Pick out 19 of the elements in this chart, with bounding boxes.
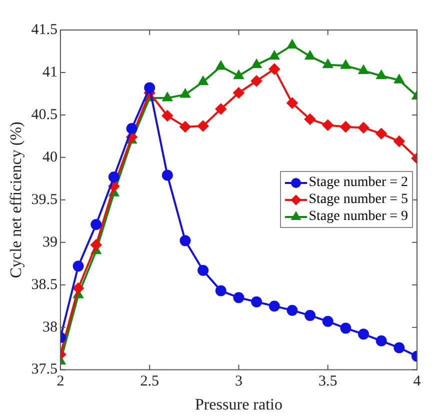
x-axis-title: Pressure ratio [194,396,282,414]
y-tick-label: 38.5 [31,276,58,293]
y-tick-label: 37.5 [31,362,58,378]
y-tick-label: 40.5 [31,106,58,123]
x-tick-label: 2 [56,374,64,390]
legend-label: Stage number = 2 [308,174,408,192]
y-tick-label: 38 [42,319,58,336]
x-tick-label: 4 [413,374,422,390]
y-tick-label: 39.5 [31,192,58,208]
legend-label: Stage number = 5 [308,191,408,208]
legend-label: Stage number = 9 [308,208,408,226]
x-tick-label: 3 [234,374,242,390]
x-tick-label: 3.5 [318,374,338,390]
y-axis-title: Cycle net efficiency (%) [8,122,25,278]
y-tick-label: 40 [42,149,58,166]
x-tick-label: 2.5 [140,374,159,390]
y-tick-label: 41 [42,64,58,80]
y-tick-label: 41.5 [31,22,58,38]
y-tick-label: 39 [42,234,58,250]
